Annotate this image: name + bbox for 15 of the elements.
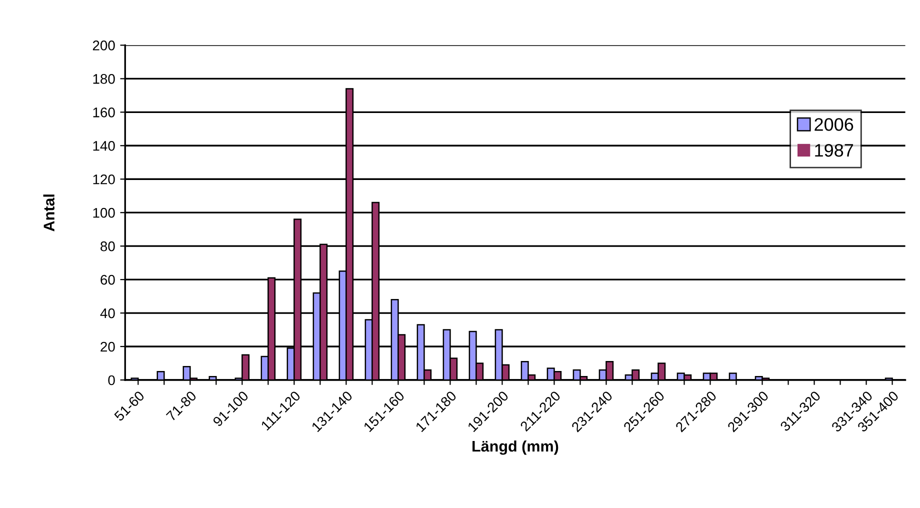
y-tick-label: 0 [108,375,115,386]
legend-label: 2006 [814,118,854,131]
y-tick-label: 160 [93,108,115,118]
y-tick-label: 80 [100,241,115,252]
y-tick-label: 120 [93,174,115,184]
y-tick-label: 140 [93,140,115,151]
legend-label: 1987 [815,144,854,157]
y-axis-title: Antal [43,194,54,232]
y-tick-label: 20 [100,342,115,352]
y-tick-label: 180 [93,74,115,84]
y-tick-label: 60 [100,274,115,285]
x-axis-title: Längd (mm) [472,440,558,455]
y-tick-label: 40 [100,308,115,318]
y-tick-label: 200 [92,40,115,50]
y-tick-label: 100 [93,208,115,218]
